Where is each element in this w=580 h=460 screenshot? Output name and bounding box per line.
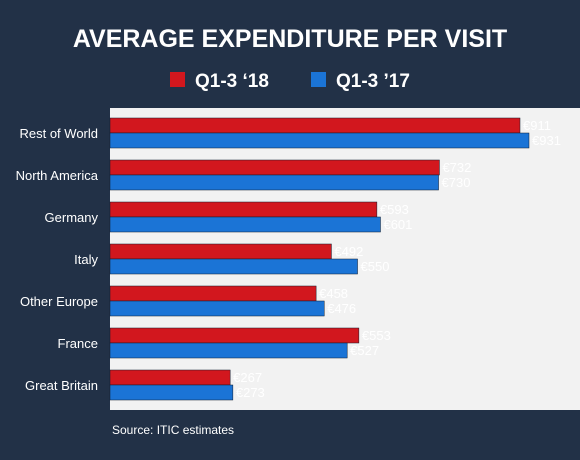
chart-title: AVERAGE EXPENDITURE PER VISIT bbox=[73, 25, 507, 53]
bar-series-1 bbox=[109, 327, 360, 344]
category-label: Germany bbox=[45, 210, 99, 225]
value-labels: €911€931 €732€730 €593€601 €492€550 €458€476… bbox=[233, 118, 561, 400]
value-label-series-1: €492 bbox=[334, 244, 363, 259]
value-label-series-2: €601 bbox=[383, 217, 412, 232]
value-label-series-2: €550 bbox=[361, 259, 390, 274]
legend-label-series-2: Q1-3 ’17 bbox=[336, 71, 410, 92]
value-label-series-1: €593 bbox=[380, 202, 409, 217]
bar-series-2 bbox=[109, 384, 234, 401]
bar-series-2 bbox=[109, 174, 439, 191]
source-note: Source: ITIC estimates bbox=[112, 423, 234, 437]
bar-series-1 bbox=[109, 159, 440, 176]
bar-series-2 bbox=[109, 216, 381, 233]
bar-series-1 bbox=[109, 285, 317, 302]
value-label-series-1: €267 bbox=[233, 370, 262, 385]
value-label-series-2: €273 bbox=[236, 385, 265, 400]
bar-series-2 bbox=[109, 342, 348, 359]
legend-swatch-series-2 bbox=[311, 72, 326, 87]
category-label: Italy bbox=[74, 252, 98, 267]
value-label-series-1: €911 bbox=[523, 118, 551, 133]
category-label: Other Europe bbox=[20, 294, 98, 309]
bar-series-1 bbox=[109, 117, 521, 134]
bar-series-1 bbox=[109, 369, 231, 386]
category-labels: Rest of World North America Germany Italy Ot… bbox=[16, 126, 99, 393]
bars bbox=[109, 117, 530, 401]
bar-series-2 bbox=[109, 300, 325, 317]
bar-series-2 bbox=[109, 132, 530, 149]
bar-series-1 bbox=[109, 243, 332, 260]
legend-label-series-1: Q1-3 ‘18 bbox=[195, 71, 269, 92]
category-label: Great Britain bbox=[25, 378, 98, 393]
value-label-series-1: €732 bbox=[442, 160, 471, 175]
bar-series-1 bbox=[109, 201, 378, 218]
legend: Q1-3 ‘18 Q1-3 ’17 bbox=[170, 71, 410, 92]
legend-swatch-series-1 bbox=[170, 72, 185, 87]
value-label-series-1: €553 bbox=[362, 328, 391, 343]
category-label: France bbox=[58, 336, 98, 351]
value-label-series-2: €730 bbox=[442, 175, 471, 190]
category-label: Rest of World bbox=[19, 126, 98, 141]
category-label: North America bbox=[16, 168, 99, 183]
bar-series-2 bbox=[109, 258, 358, 275]
value-label-series-2: €931 bbox=[532, 133, 561, 148]
value-label-series-2: €527 bbox=[350, 343, 379, 358]
value-label-series-2: €476 bbox=[327, 301, 356, 316]
value-label-series-1: €458 bbox=[319, 286, 348, 301]
